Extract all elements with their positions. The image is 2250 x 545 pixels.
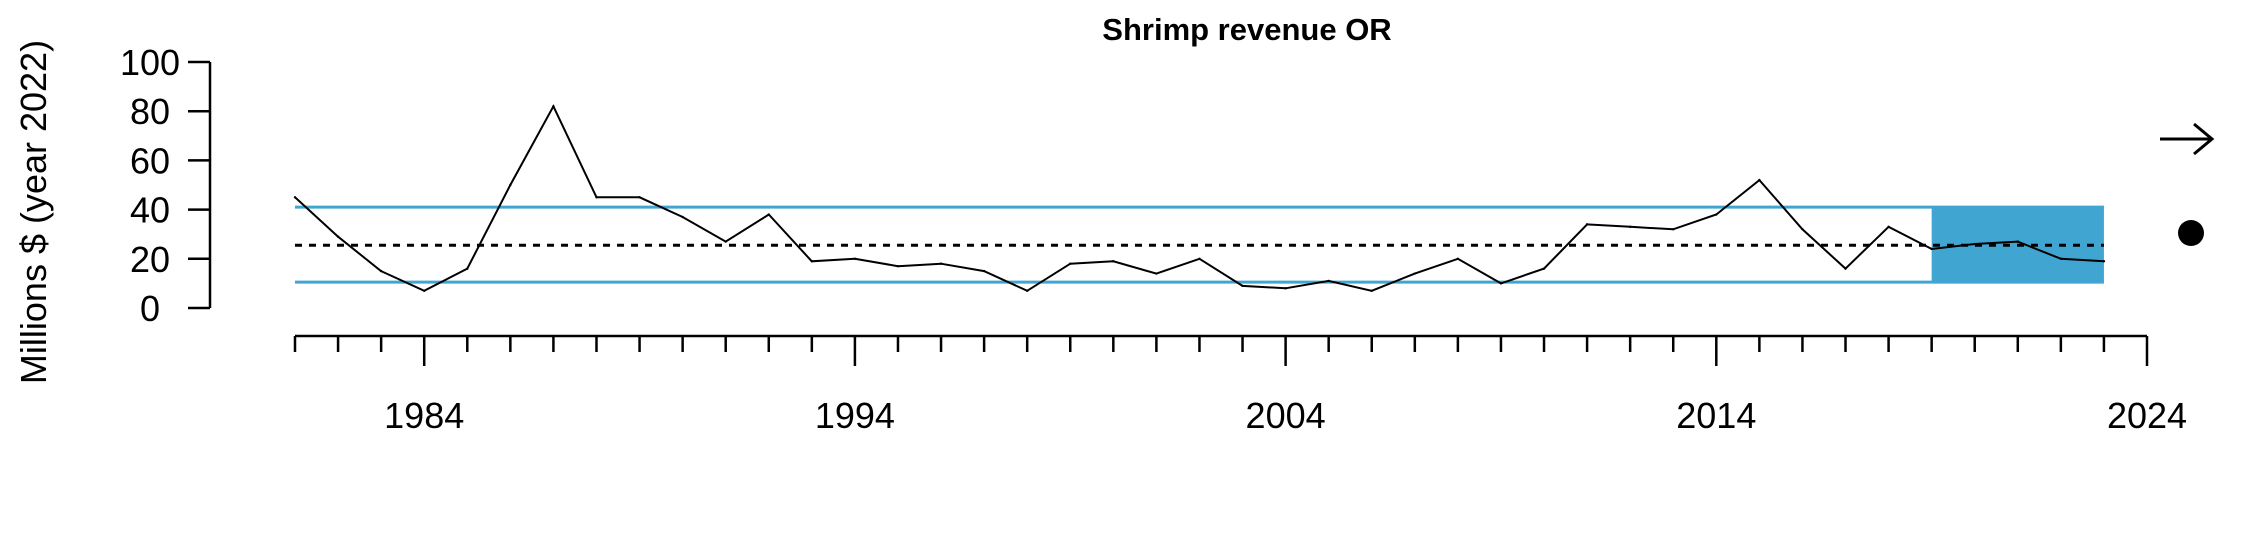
y-tick-label: 80 [130, 91, 170, 132]
y-tick-label: 100 [120, 42, 180, 83]
data-point [1628, 225, 1632, 229]
data-point [336, 235, 340, 238]
data-point [724, 240, 727, 243]
data-point [1456, 257, 1460, 260]
data-point [1241, 284, 1244, 288]
revenue-series-line [294, 104, 2104, 292]
data-point [2059, 257, 2063, 260]
y-axis-title: Millions $ (year 2022) [13, 40, 54, 384]
x-tick-label: 2004 [1246, 395, 1326, 436]
y-tick-label: 20 [130, 239, 170, 280]
data-point [982, 269, 986, 273]
filled-circle-icon [2178, 220, 2204, 246]
data-point [939, 262, 943, 265]
x-tick-label: 2014 [1676, 395, 1756, 436]
arrow-head [2193, 122, 2215, 156]
chart-title: Shrimp revenue OR [1102, 12, 1391, 47]
x-axis: 1984 1994 2004 2014 2024 [293, 334, 2187, 436]
data-point [1025, 289, 1029, 292]
trend-symbols [2160, 122, 2215, 246]
data-point [423, 289, 426, 292]
data-point [552, 105, 555, 108]
data-point [293, 196, 297, 199]
data-point [681, 215, 684, 219]
data-point [767, 213, 770, 216]
data-point [1155, 272, 1158, 275]
data-point [1499, 282, 1503, 285]
data-point [1672, 228, 1675, 231]
data-point [1370, 289, 1373, 292]
data-point [1887, 225, 1890, 229]
data-point [896, 264, 900, 268]
data-point [853, 257, 857, 260]
x-tick-label: 1994 [815, 395, 895, 436]
data-point [1758, 178, 1761, 182]
y-axis: 0 20 40 60 80 100 [120, 42, 212, 329]
data-point [1413, 272, 1417, 275]
data-point [810, 260, 814, 263]
data-point [1284, 287, 1287, 290]
data-point [638, 196, 641, 199]
data-point [1973, 242, 1976, 246]
data-point [1844, 267, 1847, 270]
x-tick-label: 1984 [384, 395, 464, 436]
data-point [2102, 260, 2106, 263]
data-point [1327, 279, 1330, 283]
data-point [1585, 223, 1589, 226]
data-point [2016, 240, 2019, 243]
data-point [1801, 228, 1804, 231]
y-tick-label: 0 [140, 288, 160, 329]
data-point [1715, 213, 1718, 216]
x-tick-label: 2024 [2107, 395, 2187, 436]
data-point [1198, 257, 1201, 260]
data-point [1542, 267, 1546, 270]
data-point [1112, 260, 1115, 263]
plot-layer [293, 104, 2106, 292]
data-point [1069, 262, 1072, 265]
y-tick-label: 40 [130, 190, 170, 231]
right-arrow-icon [2160, 122, 2215, 156]
y-tick-label: 60 [130, 140, 170, 181]
data-point [509, 183, 512, 187]
data-point [379, 269, 383, 273]
data-point [1930, 247, 1933, 251]
data-point [595, 196, 598, 199]
data-point [466, 267, 469, 270]
